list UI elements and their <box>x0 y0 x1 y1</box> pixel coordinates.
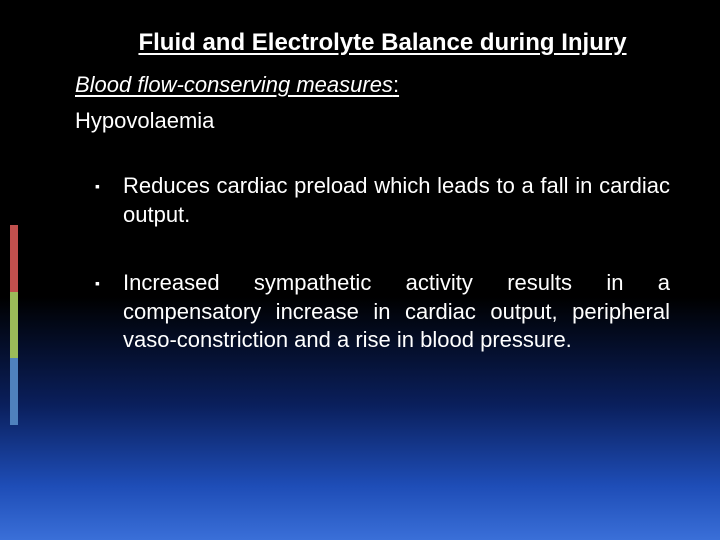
accent-bar <box>10 225 18 425</box>
subtitle-colon: : <box>393 72 399 97</box>
term-text: Hypovolaemia <box>75 108 670 134</box>
bullet-icon: ▪ <box>95 172 123 229</box>
bullet-text-2: Increased sympathetic activity results i… <box>123 269 670 355</box>
bullet-icon: ▪ <box>95 269 123 355</box>
bullet-item-1: ▪ Reduces cardiac preload which leads to… <box>95 172 670 229</box>
slide-title: Fluid and Electrolyte Balance during Inj… <box>95 28 670 58</box>
slide-subtitle: Blood flow-conserving measures: <box>75 72 670 98</box>
slide: Fluid and Electrolyte Balance during Inj… <box>0 0 720 540</box>
bullet-item-2: ▪ Increased sympathetic activity results… <box>95 269 670 355</box>
bullet-text-1: Reduces cardiac preload which leads to a… <box>123 172 670 229</box>
accent-segment-1 <box>10 225 18 292</box>
accent-segment-2 <box>10 292 18 359</box>
subtitle-text: Blood flow-conserving measures <box>75 72 393 97</box>
accent-segment-3 <box>10 358 18 425</box>
